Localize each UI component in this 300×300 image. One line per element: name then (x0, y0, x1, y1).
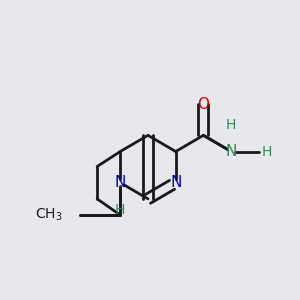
Text: N: N (170, 175, 182, 190)
Text: N: N (225, 144, 237, 159)
Text: H: H (115, 203, 125, 218)
Text: H: H (226, 118, 236, 132)
Text: CH$_3$: CH$_3$ (35, 207, 62, 223)
Text: H: H (261, 145, 272, 158)
Text: N: N (115, 175, 126, 190)
Text: O: O (197, 97, 209, 112)
